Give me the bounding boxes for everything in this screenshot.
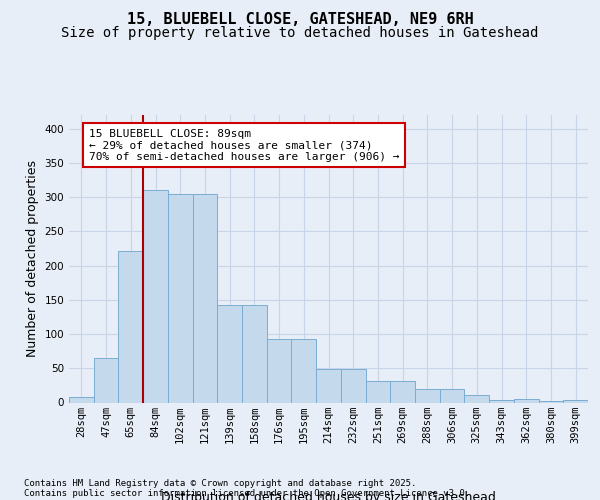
Text: Contains HM Land Registry data © Crown copyright and database right 2025.: Contains HM Land Registry data © Crown c…	[24, 479, 416, 488]
Bar	[143, 190, 168, 402]
Bar	[415, 390, 440, 402]
Bar	[390, 380, 415, 402]
Bar	[217, 304, 242, 402]
Text: 15 BLUEBELL CLOSE: 89sqm
← 29% of detached houses are smaller (374)
70% of semi-: 15 BLUEBELL CLOSE: 89sqm ← 29% of detach…	[89, 128, 399, 162]
Bar	[514, 399, 539, 402]
Bar	[118, 250, 143, 402]
Bar	[94, 358, 118, 403]
Bar	[242, 304, 267, 402]
Bar	[440, 390, 464, 402]
Bar	[489, 400, 514, 402]
Bar	[267, 339, 292, 402]
Bar	[168, 194, 193, 402]
Bar	[193, 194, 217, 402]
Bar	[316, 369, 341, 402]
Bar	[292, 339, 316, 402]
Bar	[563, 400, 588, 402]
Bar	[341, 369, 365, 402]
Bar	[464, 395, 489, 402]
Text: 15, BLUEBELL CLOSE, GATESHEAD, NE9 6RH: 15, BLUEBELL CLOSE, GATESHEAD, NE9 6RH	[127, 12, 473, 26]
X-axis label: Distribution of detached houses by size in Gateshead: Distribution of detached houses by size …	[161, 492, 496, 500]
Bar	[69, 397, 94, 402]
Bar	[539, 401, 563, 402]
Bar	[365, 380, 390, 402]
Text: Contains public sector information licensed under the Open Government Licence v3: Contains public sector information licen…	[24, 488, 470, 498]
Y-axis label: Number of detached properties: Number of detached properties	[26, 160, 39, 357]
Text: Size of property relative to detached houses in Gateshead: Size of property relative to detached ho…	[61, 26, 539, 40]
